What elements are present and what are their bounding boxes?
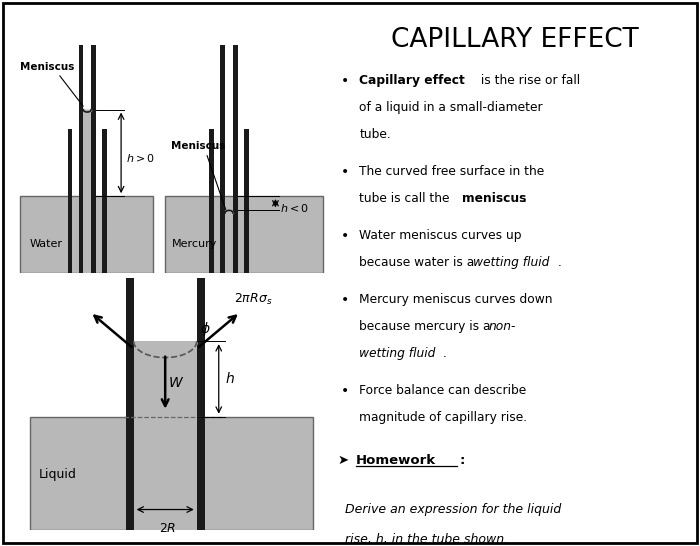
Text: because mercury is a: because mercury is a (359, 320, 495, 333)
Text: :: : (459, 454, 465, 467)
Text: wetting fluid: wetting fluid (359, 347, 435, 360)
Text: is the rise or fall: is the rise or fall (477, 74, 580, 87)
Bar (91, 45, 96, 273)
Text: Meniscus: Meniscus (20, 62, 75, 72)
Text: magnitude of capillary rise.: magnitude of capillary rise. (359, 411, 527, 424)
Text: Force balance can describe: Force balance can describe (359, 384, 526, 397)
Text: .: . (443, 347, 447, 360)
Bar (78, 45, 83, 273)
Text: Capillary effect: Capillary effect (359, 74, 465, 87)
Bar (20, 196, 153, 273)
Bar (233, 45, 237, 273)
Text: Water meniscus curves up: Water meniscus curves up (359, 229, 522, 242)
Bar (67, 129, 72, 273)
Text: •: • (342, 293, 349, 307)
Text: The curved free surface in the: The curved free surface in the (359, 165, 545, 178)
Text: wetting fluid: wetting fluid (473, 256, 550, 269)
Text: $h<0$: $h<0$ (280, 202, 309, 214)
Bar (134, 341, 197, 530)
Bar (83, 110, 91, 273)
Text: •: • (342, 165, 349, 179)
Bar (165, 196, 323, 273)
Text: tube is call the: tube is call the (359, 192, 454, 205)
Text: rise, h, in the tube shown.: rise, h, in the tube shown. (345, 533, 508, 546)
Text: $2\pi R\sigma_s$: $2\pi R\sigma_s$ (234, 292, 272, 307)
Text: because water is a: because water is a (359, 256, 478, 269)
Text: Mercury meniscus curves down: Mercury meniscus curves down (359, 293, 553, 306)
Bar (29, 417, 314, 530)
Text: $W$: $W$ (168, 376, 185, 390)
Bar (220, 45, 225, 273)
Text: $2R$: $2R$ (159, 522, 176, 535)
Text: •: • (342, 74, 349, 88)
Text: •: • (342, 229, 349, 243)
Text: .: . (522, 192, 526, 205)
Text: tube.: tube. (359, 128, 391, 141)
Bar (102, 129, 107, 273)
Text: meniscus: meniscus (462, 192, 526, 205)
Text: Homework: Homework (356, 454, 436, 467)
Bar (126, 278, 134, 530)
Text: CAPILLARY EFFECT: CAPILLARY EFFECT (391, 27, 638, 52)
Text: $\phi$: $\phi$ (200, 320, 211, 337)
Text: $h$: $h$ (225, 371, 235, 387)
Text: non-: non- (489, 320, 516, 333)
Text: Water: Water (29, 239, 63, 249)
Text: Derive an expression for the liquid: Derive an expression for the liquid (345, 503, 561, 517)
Text: of a liquid in a small-diameter: of a liquid in a small-diameter (359, 101, 542, 114)
Text: .: . (557, 256, 561, 269)
Bar (197, 278, 204, 530)
Text: Mercury: Mercury (172, 239, 217, 249)
Text: $h>0$: $h>0$ (126, 152, 155, 164)
Text: Liquid: Liquid (39, 468, 77, 481)
Text: ➤: ➤ (338, 454, 349, 467)
Bar (244, 129, 248, 273)
Text: •: • (342, 384, 349, 398)
Bar (225, 213, 233, 273)
Bar (209, 129, 214, 273)
Text: Meniscus: Meniscus (172, 141, 226, 151)
